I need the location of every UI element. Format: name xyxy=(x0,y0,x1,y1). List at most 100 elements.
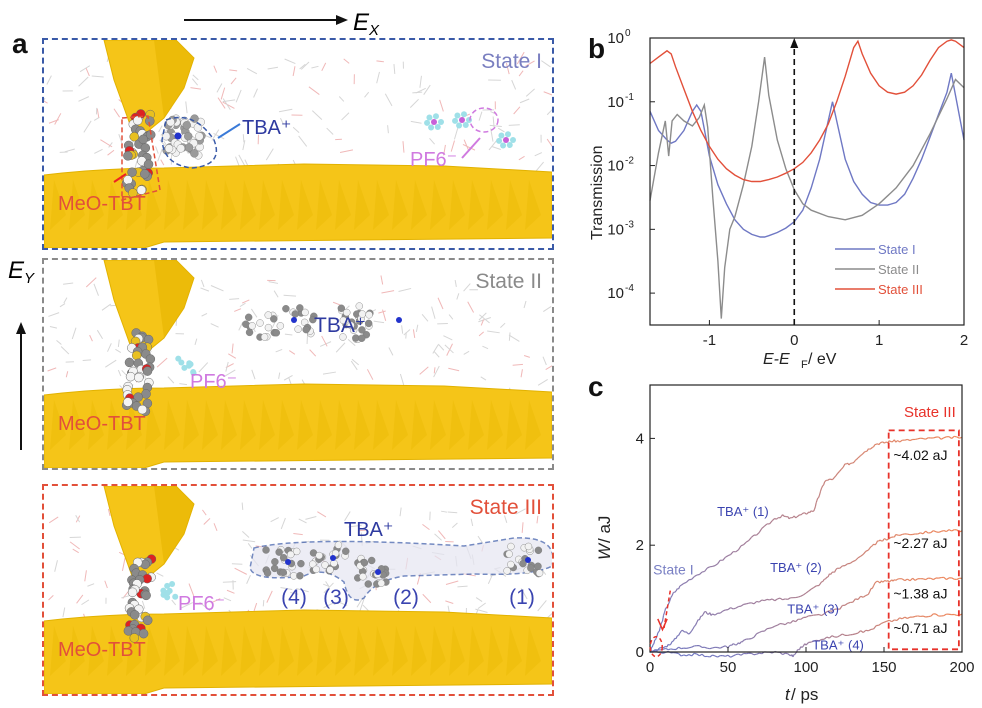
chart-c-line-segment xyxy=(954,435,957,438)
solvent-bond xyxy=(521,522,524,533)
chart-c-line-segment xyxy=(686,647,690,649)
atom xyxy=(129,131,139,142)
solvent-bond xyxy=(475,597,483,603)
solvent-bond xyxy=(338,96,345,102)
chart-c-line-segment xyxy=(763,628,768,632)
atom xyxy=(190,149,199,158)
solvent-bond xyxy=(265,148,274,161)
chart-c-line-segment xyxy=(784,622,789,626)
solvent-bond xyxy=(96,108,100,118)
chart-c-ylabel-main: W xyxy=(595,542,614,560)
chart-c-line-segment xyxy=(822,484,825,487)
atom xyxy=(365,311,373,319)
tba-index-label: (1) xyxy=(509,586,535,609)
chart-c-line-segment xyxy=(782,652,786,656)
chart-c-line-segment xyxy=(844,602,848,606)
chart-c-ylabel-unit: / aJ xyxy=(595,516,614,543)
solvent-bond xyxy=(107,343,112,352)
electrode-facet xyxy=(259,180,275,230)
solvent-bond xyxy=(373,320,385,324)
chart-c-line-segment xyxy=(704,646,708,649)
solvent-bond xyxy=(480,319,485,326)
chart-c-line-segment xyxy=(654,637,657,640)
atom xyxy=(262,546,270,554)
chart-b-xlabel: E-E F / eV xyxy=(763,351,837,370)
chart-c-line-segment xyxy=(800,617,804,620)
solvent-bond xyxy=(325,581,330,588)
chart-c-line-segment xyxy=(912,533,916,536)
chart-c-line-segment xyxy=(687,632,690,635)
solvent-bond xyxy=(63,282,74,285)
solvent-bond xyxy=(278,108,293,113)
chart-c-line-segment xyxy=(800,646,803,649)
chart-c-line-segment xyxy=(782,623,786,626)
chart-c-line-segment xyxy=(812,510,815,513)
solvent-bond xyxy=(537,600,547,612)
chart-c-line-segment xyxy=(669,643,672,646)
chart-c-line-segment xyxy=(668,597,672,602)
chart-c-line-segment xyxy=(691,645,695,648)
solvent-bond xyxy=(225,361,229,372)
tba-ion xyxy=(242,304,318,341)
solvent-bond xyxy=(500,322,506,328)
chart-c-line-segment xyxy=(800,513,803,516)
electrode-facet xyxy=(183,400,199,450)
chart-c-line-segment xyxy=(758,630,763,634)
chart-c-line-segment xyxy=(774,598,778,602)
solvent-bond xyxy=(523,300,527,309)
chart-c-line-segment xyxy=(779,597,783,601)
electrode-facet xyxy=(297,180,313,230)
chart-c-line-segment xyxy=(882,538,885,542)
electrode-facet xyxy=(449,180,465,230)
solvent-bond xyxy=(211,598,221,603)
fluorine-atom xyxy=(500,142,507,149)
pf6-label: PF6⁻ xyxy=(410,149,457,171)
chart-c-line-segment xyxy=(789,620,794,624)
nitrogen-atom xyxy=(291,317,297,323)
chart-c-line-segment xyxy=(907,533,911,536)
atom xyxy=(137,404,148,415)
chart-b-plot-frame xyxy=(649,37,965,326)
solvent-bond xyxy=(422,593,432,604)
chart-c-line-segment xyxy=(818,490,822,496)
chart-c-line-segment xyxy=(662,612,666,616)
solvent-bond xyxy=(192,74,199,81)
atom xyxy=(309,315,317,324)
atom xyxy=(134,372,144,383)
chart-c-series-label: TBA⁺ (4) xyxy=(812,637,864,652)
chart-c-line-segment xyxy=(904,438,908,441)
electrode-facet xyxy=(240,180,256,230)
atom xyxy=(127,587,138,598)
chart-c-ytick-label: 0 xyxy=(636,644,644,661)
chart-c-line-segment xyxy=(925,437,929,440)
chart-c-line-segment xyxy=(668,648,671,651)
chart-c-line-segment xyxy=(758,599,763,603)
atom xyxy=(270,315,278,323)
solvent-bond xyxy=(433,350,440,358)
electrode-facet xyxy=(392,400,408,450)
chart-c-line-segment xyxy=(831,635,835,638)
solvent-bond xyxy=(48,312,60,317)
atom xyxy=(260,333,269,341)
chart-c-line-segment xyxy=(674,590,677,593)
chart-c-state3-box xyxy=(887,429,960,651)
chart-c-line-segment xyxy=(881,621,885,624)
chart-c-line-segment xyxy=(893,534,897,538)
solvent-bond xyxy=(194,338,198,346)
chart-b-xtick-label: 1 xyxy=(875,332,883,349)
atom xyxy=(301,308,309,317)
solvent-bond xyxy=(289,350,296,355)
molecule-label: MeO-TBT xyxy=(58,413,146,435)
atom xyxy=(347,321,355,329)
chart-c-line-segment xyxy=(707,655,710,658)
tip-shade xyxy=(154,260,194,338)
solvent-bond xyxy=(357,529,368,532)
atom xyxy=(272,329,281,337)
chart-b-legend-label: State II xyxy=(878,262,919,277)
solvent-bond xyxy=(104,580,108,589)
solvent-bond xyxy=(456,293,460,300)
chart-c-line-segment xyxy=(946,577,950,581)
chart-c-line-segment xyxy=(852,633,856,636)
chart-c-line-segment xyxy=(842,633,846,636)
solvent-bond xyxy=(298,135,308,147)
